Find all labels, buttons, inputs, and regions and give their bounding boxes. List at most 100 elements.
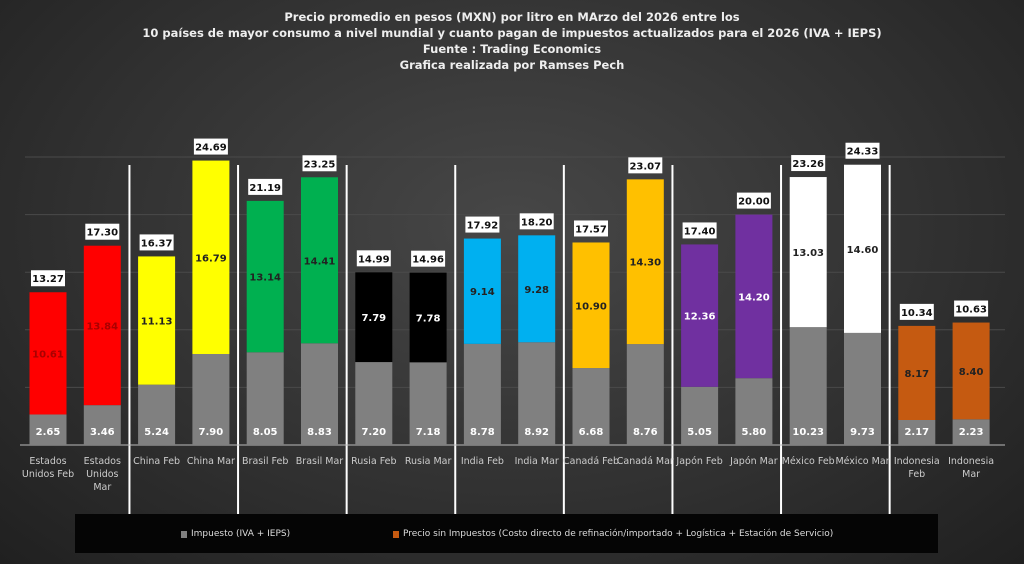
bar-precio-sin-impuestos xyxy=(409,272,447,363)
data-label-precio: 13.03 xyxy=(792,248,824,259)
data-label-precio: 13.14 xyxy=(249,273,281,284)
title-line-3: Fuente : Trading Economics xyxy=(422,42,602,56)
bar-impuesto xyxy=(844,332,881,445)
total-label-box xyxy=(85,223,120,240)
data-label-precio: 11.13 xyxy=(141,317,173,328)
category-label: Brasil Mar xyxy=(296,456,344,467)
category-label: China Feb xyxy=(133,456,180,467)
data-label-precio: 8.17 xyxy=(904,369,929,380)
total-label: 17.30 xyxy=(86,228,118,239)
category-label: Japón Feb xyxy=(675,456,722,467)
category-label: Indonesia xyxy=(948,456,994,467)
legend-label: Precio sin Impuestos (Costo directo de r… xyxy=(403,529,834,539)
data-label-impuesto: 2.23 xyxy=(959,427,984,438)
bar-precio-sin-impuestos xyxy=(301,177,338,344)
total-label-box xyxy=(411,250,446,267)
total-label: 17.92 xyxy=(467,221,499,232)
data-label-impuesto: 10.23 xyxy=(792,427,824,438)
data-label-impuesto: 8.76 xyxy=(633,427,658,438)
title-line-2: 10 países de mayor consumo a nivel mundi… xyxy=(142,26,882,40)
bar-impuesto xyxy=(626,344,664,445)
bar-impuesto xyxy=(83,405,121,445)
category-label: China Mar xyxy=(187,456,235,467)
bar-precio-sin-impuestos xyxy=(898,325,936,421)
data-label-impuesto: 8.78 xyxy=(470,427,495,438)
total-label: 13.27 xyxy=(32,274,64,285)
legend: Impuesto (IVA + IEPS) Precio sin Impuest… xyxy=(75,514,938,553)
category-label: Estados xyxy=(29,456,66,467)
bar-impuesto xyxy=(735,378,773,445)
bar-precio-sin-impuestos xyxy=(735,214,773,379)
total-label-box xyxy=(519,213,554,230)
category-label: Rusia Mar xyxy=(405,456,452,467)
bar-impuesto xyxy=(409,362,447,445)
title-line-1: Precio promedio en pesos (MXN) por litro… xyxy=(284,10,740,24)
data-label-impuesto: 8.92 xyxy=(524,427,549,438)
bar-precio-sin-impuestos xyxy=(681,244,719,387)
total-label-box xyxy=(682,222,717,239)
data-label-impuesto: 5.05 xyxy=(687,427,712,438)
total-label: 24.69 xyxy=(195,143,227,154)
total-label: 17.57 xyxy=(575,224,607,235)
data-label-precio: 8.40 xyxy=(959,367,984,378)
data-label-impuesto: 7.20 xyxy=(361,427,386,438)
bar-impuesto xyxy=(355,362,393,445)
legend-label: Impuesto (IVA + IEPS) xyxy=(191,529,291,539)
bar-precio-sin-impuestos xyxy=(29,292,67,415)
total-label-box xyxy=(248,178,283,195)
category-label: India Feb xyxy=(461,456,504,467)
data-label-impuesto: 2.65 xyxy=(36,427,61,438)
bar-precio-sin-impuestos xyxy=(355,272,393,363)
total-label-box xyxy=(356,250,391,267)
bar-impuesto xyxy=(681,386,719,445)
data-label-impuesto: 6.68 xyxy=(579,427,604,438)
total-label-box xyxy=(628,157,663,174)
total-label: 14.96 xyxy=(412,255,444,266)
total-label-box xyxy=(139,234,174,251)
bar-impuesto xyxy=(246,352,284,445)
category-label: India Mar xyxy=(515,456,559,467)
data-label-impuesto: 5.24 xyxy=(144,427,169,438)
category-label: Canadá Mar xyxy=(617,456,674,467)
total-label: 23.26 xyxy=(792,159,824,170)
bar-precio-sin-impuestos xyxy=(246,200,284,353)
total-label-box xyxy=(302,155,337,172)
total-label: 24.33 xyxy=(847,147,879,158)
total-label-box xyxy=(791,155,826,172)
bar-precio-sin-impuestos xyxy=(844,164,881,333)
category-label: Unidos xyxy=(86,469,118,480)
total-label: 14.99 xyxy=(358,254,390,265)
data-label-precio: 12.36 xyxy=(684,312,716,323)
total-label-box xyxy=(193,138,228,155)
bar-impuesto xyxy=(952,419,990,445)
data-label-precio: 10.61 xyxy=(32,349,64,360)
data-label-impuesto: 7.90 xyxy=(199,427,224,438)
category-label: Rusia Feb xyxy=(351,456,396,467)
category-label: Unidos Feb xyxy=(22,469,74,480)
data-label-precio: 9.14 xyxy=(470,287,495,298)
bar-precio-sin-impuestos xyxy=(952,322,990,420)
total-label-box xyxy=(736,192,771,209)
bar-impuesto xyxy=(301,343,338,445)
total-label: 23.25 xyxy=(304,159,336,170)
total-label: 18.20 xyxy=(521,217,553,228)
total-label: 16.37 xyxy=(141,238,173,249)
data-label-precio: 7.79 xyxy=(361,313,386,324)
data-label-precio: 9.28 xyxy=(524,285,549,296)
category-label: Mar xyxy=(93,482,111,493)
category-label: Mar xyxy=(962,469,980,480)
legend-item-impuesto: Impuesto (IVA + IEPS) xyxy=(181,529,290,539)
bar-precio-sin-impuestos xyxy=(463,238,501,344)
bar-impuesto xyxy=(572,368,610,445)
bar-precio-sin-impuestos xyxy=(572,242,610,369)
data-label-impuesto: 5.80 xyxy=(742,427,767,438)
data-label-impuesto: 8.83 xyxy=(307,427,332,438)
bar-precio-sin-impuestos xyxy=(192,160,230,354)
total-label-box xyxy=(845,142,880,159)
total-label-box xyxy=(899,303,934,320)
category-label: Feb xyxy=(908,469,925,480)
bar-impuesto xyxy=(192,353,230,445)
category-label: Japón Mar xyxy=(729,456,778,467)
category-label: Estados xyxy=(84,456,121,467)
bar-impuesto xyxy=(29,414,67,445)
